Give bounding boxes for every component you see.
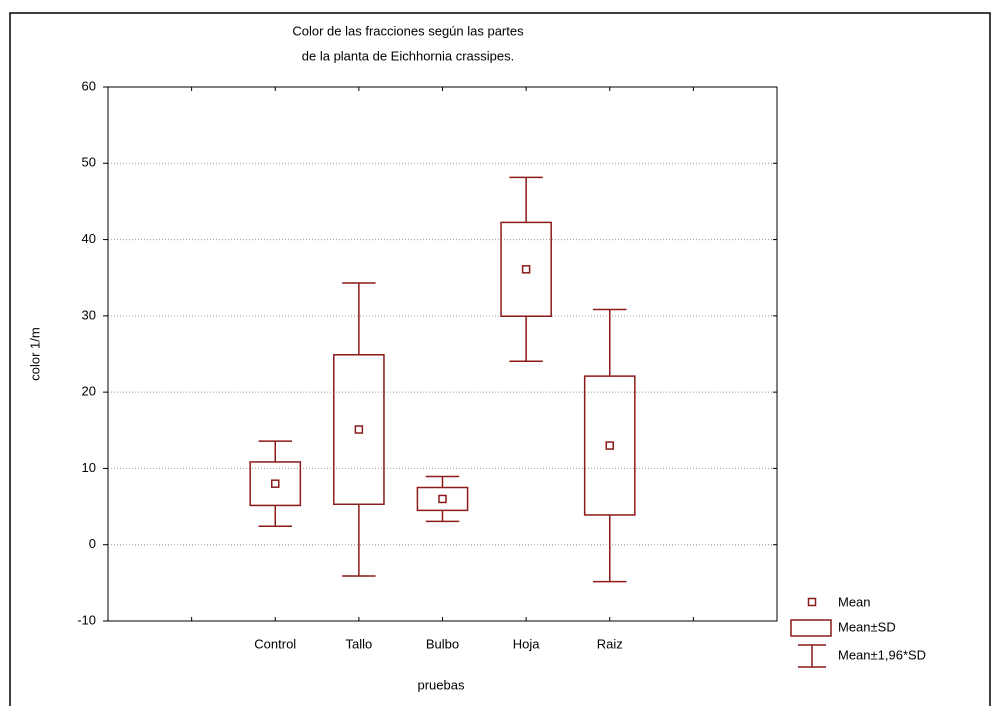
- plot-frame: [107, 86, 778, 622]
- mean-marker: [354, 425, 364, 434]
- chart-title: de la planta de Eichhornia crassipes.: [302, 48, 514, 63]
- mean-marker: [605, 441, 614, 450]
- x-tick-label: Control: [254, 636, 296, 651]
- y-tick-label: 50: [82, 155, 96, 170]
- sd-box: [416, 486, 469, 512]
- legend-whisker: [798, 644, 826, 668]
- y-tick-label: 10: [82, 460, 96, 475]
- legend-label: Mean±SD: [838, 619, 896, 634]
- y-tick-label: 60: [82, 78, 96, 93]
- y-tick-label: 20: [82, 384, 96, 399]
- y-tick-label: 40: [82, 231, 96, 246]
- y-tick-label: -10: [77, 612, 96, 627]
- x-tick-label: Raiz: [597, 636, 623, 651]
- legend-mean: [807, 597, 817, 607]
- sd-box: [249, 461, 302, 507]
- mean-marker: [438, 494, 447, 504]
- sd-box: [333, 354, 385, 506]
- mean-marker: [271, 479, 280, 488]
- sd-box: [583, 375, 636, 516]
- legend-label: Mean±1,96*SD: [838, 647, 926, 662]
- x-tick-label: Bulbo: [426, 636, 459, 651]
- x-tick-label: Tallo: [346, 636, 373, 651]
- legend-box: [790, 619, 832, 637]
- y-tick-label: 30: [82, 307, 96, 322]
- y-axis-label: color 1/m: [27, 327, 42, 380]
- chart-title: Color de las fracciones según las partes: [292, 23, 524, 38]
- x-tick-label: Hoja: [513, 636, 541, 651]
- x-axis-label: pruebas: [418, 677, 465, 692]
- sd-box: [500, 221, 552, 317]
- y-tick-label: 0: [89, 536, 96, 551]
- mean-marker: [521, 265, 531, 274]
- window-frame: [9, 12, 991, 706]
- legend-label: Mean: [838, 594, 871, 609]
